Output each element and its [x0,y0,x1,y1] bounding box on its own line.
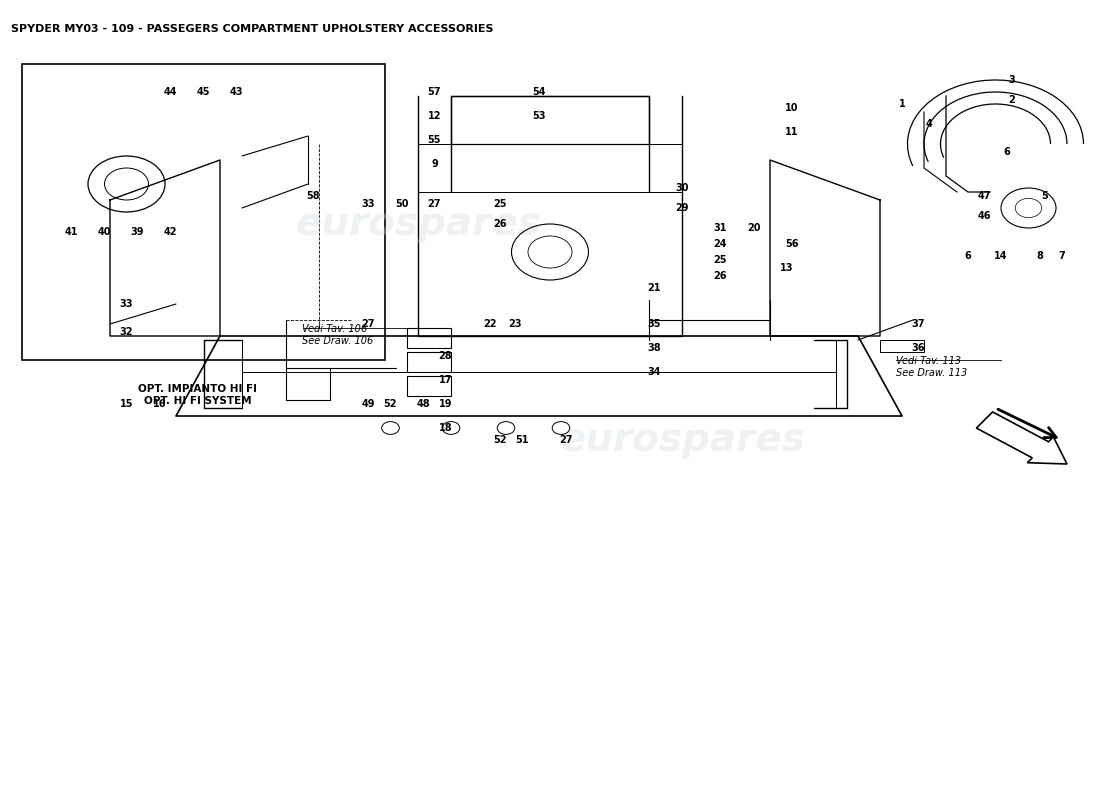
Text: 7: 7 [1058,251,1065,261]
Text: 6: 6 [965,251,971,261]
Text: 56: 56 [785,239,799,249]
Bar [22,64,385,360]
Text: 57: 57 [428,87,441,97]
Bar [407,352,451,372]
Text: 18: 18 [439,423,452,433]
Text: 51: 51 [516,435,529,445]
Text: 54: 54 [532,87,546,97]
Text: 47: 47 [978,191,991,201]
Text: 42: 42 [164,227,177,237]
Text: 38: 38 [648,343,661,353]
Text: 50: 50 [395,199,408,209]
Text: 27: 27 [560,435,573,445]
Text: 46: 46 [978,211,991,221]
Text: 30: 30 [675,183,689,193]
Text: 52: 52 [384,399,397,409]
Bar [451,96,649,144]
Text: 21: 21 [648,283,661,293]
Text: 49: 49 [362,399,375,409]
Text: 10: 10 [785,103,799,113]
Text: 44: 44 [164,87,177,97]
Text: 13: 13 [780,263,793,273]
Text: 36: 36 [912,343,925,353]
Text: SPYDER MY03 - 109 - PASSEGERS COMPARTMENT UPHOLSTERY ACCESSORIES: SPYDER MY03 - 109 - PASSEGERS COMPARTMEN… [11,24,494,34]
Text: 25: 25 [714,255,727,265]
Text: 55: 55 [428,135,441,145]
Text: 16: 16 [153,399,166,409]
Text: 23: 23 [508,319,521,329]
Text: 34: 34 [648,367,661,377]
Bar [143,156,242,208]
Text: 25: 25 [494,199,507,209]
Text: 58: 58 [307,191,320,201]
Text: 41: 41 [65,227,78,237]
Bar [407,376,451,396]
Text: 4: 4 [926,119,933,129]
Text: Vedi Tav. 113
See Draw. 113: Vedi Tav. 113 See Draw. 113 [896,356,968,378]
Text: 39: 39 [131,227,144,237]
Text: 52: 52 [494,435,507,445]
Text: 1: 1 [899,99,905,109]
Text: 8: 8 [1036,251,1043,261]
Bar [275,144,363,328]
Text: 32: 32 [120,327,133,337]
FancyArrow shape [977,412,1067,464]
Text: 29: 29 [675,203,689,213]
Text: 28: 28 [439,351,452,361]
Text: 11: 11 [785,127,799,137]
Text: 45: 45 [197,87,210,97]
Text: 40: 40 [98,227,111,237]
Text: 3: 3 [1009,75,1015,85]
Bar [407,328,451,348]
Text: eurospares: eurospares [559,421,805,459]
Text: 6: 6 [1003,147,1010,157]
Text: 33: 33 [120,299,133,309]
Text: 43: 43 [230,87,243,97]
Text: 27: 27 [362,319,375,329]
Text: 20: 20 [747,223,760,233]
Text: 2: 2 [1009,95,1015,105]
Text: Vedi Tav. 106
See Draw. 106: Vedi Tav. 106 See Draw. 106 [302,324,374,346]
Text: 48: 48 [417,399,430,409]
Text: 15: 15 [120,399,133,409]
Text: 53: 53 [532,111,546,121]
Text: 33: 33 [362,199,375,209]
Bar [880,340,924,352]
Text: 9: 9 [431,159,438,169]
Text: 12: 12 [428,111,441,121]
Text: 24: 24 [714,239,727,249]
Text: 26: 26 [494,219,507,229]
Text: eurospares: eurospares [295,205,541,243]
Text: 14: 14 [994,251,1008,261]
Text: 5: 5 [1042,191,1048,201]
Bar [110,324,242,352]
Text: 19: 19 [439,399,452,409]
Text: 31: 31 [714,223,727,233]
Text: 17: 17 [439,375,452,385]
Text: OPT. IMPIANTO HI FI
OPT. HI FI SYSTEM: OPT. IMPIANTO HI FI OPT. HI FI SYSTEM [139,384,257,406]
Text: 37: 37 [912,319,925,329]
Text: 35: 35 [648,319,661,329]
Text: 26: 26 [714,271,727,281]
Text: 22: 22 [483,319,496,329]
Text: 27: 27 [428,199,441,209]
